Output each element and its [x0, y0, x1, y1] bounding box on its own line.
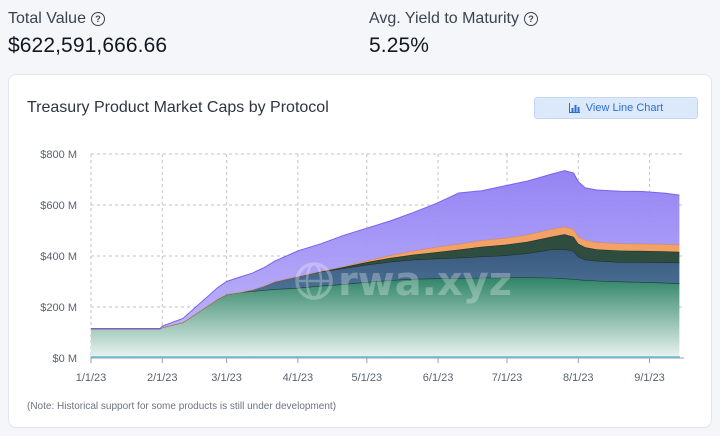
total-value-label: Total Value	[8, 10, 86, 27]
blue-series-area[interactable]	[91, 249, 680, 329]
x-tick-label: 5/1/23	[352, 372, 383, 384]
y-tick-label: $200 M	[40, 302, 77, 314]
chart-axes: $0 M $200 M $400 M $600 M $800 M 1/1/23 2/1/23…	[40, 149, 684, 384]
x-tick-label: 3/1/23	[211, 372, 242, 384]
x-tick-label: 6/1/23	[423, 372, 454, 384]
green-series-area[interactable]	[91, 277, 680, 358]
chart-areas	[90, 170, 680, 359]
globe-meridian	[305, 262, 323, 300]
rwa-watermark: rwa.xyz	[295, 259, 512, 305]
yield-label: Avg. Yield to Maturity	[369, 10, 519, 27]
view-line-chart-button[interactable]: View Line Chart	[534, 97, 698, 119]
market-cap-card: Treasury Product Market Caps by Protocol…	[8, 74, 712, 428]
chart-note: (Note: Historical support for some produ…	[27, 401, 337, 412]
y-tick-label: $0 M	[53, 353, 77, 365]
x-tick-label: 8/1/23	[563, 372, 594, 384]
market-cap-area-chart: rwa.xyz $0 M $200 M $400 M $600 M $800 M 1/1/…	[40, 149, 684, 384]
y-tick-label: $800 M	[40, 149, 77, 161]
x-tick-label: 7/1/23	[492, 372, 523, 384]
yield-label-row: Avg. Yield to Maturity ?	[369, 10, 538, 28]
globe-icon	[295, 262, 333, 300]
purple-series-area[interactable]	[91, 170, 680, 329]
view-line-chart-label: View Line Chart	[585, 102, 664, 114]
watermark-text: rwa.xyz	[338, 259, 512, 305]
y-tick-label: $600 M	[40, 200, 77, 212]
help-icon[interactable]: ?	[90, 12, 105, 26]
x-tick-label: 2/1/23	[147, 372, 178, 384]
card-title: Treasury Product Market Caps by Protocol	[27, 99, 329, 116]
total-value: $622,591,666.66	[8, 34, 168, 57]
help-icon[interactable]: ?	[524, 12, 538, 26]
x-tick-label: 4/1/23	[283, 372, 314, 384]
purple-series-line	[91, 170, 680, 330]
total-value-stat: Total Value ? $622,591,666.66	[8, 10, 167, 58]
x-tick-label: 9/1/23	[634, 372, 665, 384]
yield-stat: Avg. Yield to Maturity ? 5.25%	[369, 10, 538, 58]
total-value-label-row: Total Value ?	[8, 10, 167, 28]
x-tick-label: 1/1/23	[76, 372, 107, 384]
yield-value: 5.25%	[369, 34, 430, 57]
watermark-logo: rwa.xyz	[295, 259, 512, 305]
y-tick-label: $400 M	[40, 251, 77, 263]
bar-chart-icon	[568, 103, 580, 113]
